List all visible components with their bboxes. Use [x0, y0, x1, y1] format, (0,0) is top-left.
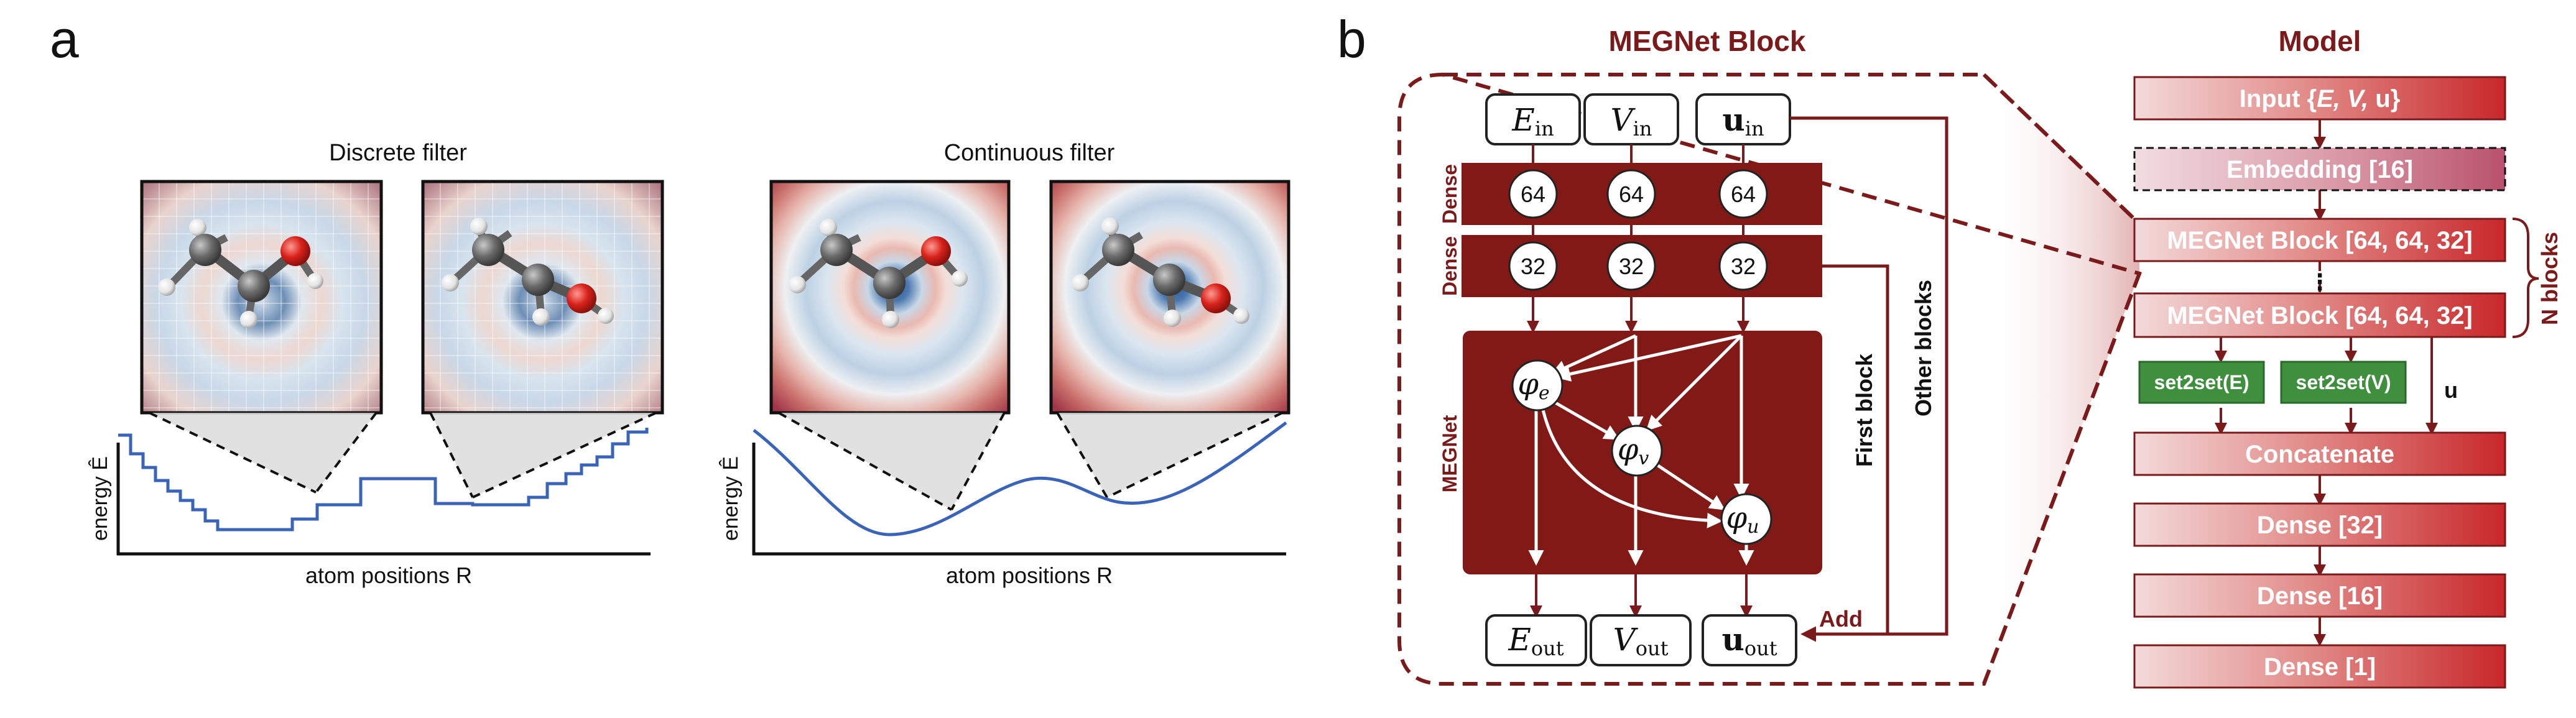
phi-e-node: φe	[1511, 359, 1564, 412]
output-V: Vout	[1613, 622, 1669, 660]
n-blocks-label: N blocks	[2537, 232, 2562, 325]
input-E: Ein	[1511, 102, 1554, 140]
model-input-layer: Input {E, V, u}	[2133, 76, 2506, 121]
dense-32-unit: 32	[1606, 241, 1656, 291]
svg-text:φu: φu	[1726, 500, 1759, 538]
svg-text:MEGNet Block [64, 64, 32]: MEGNet Block [64, 64, 32]	[2167, 302, 2472, 329]
panel-a-letter: a	[50, 10, 79, 68]
continuous-x-label: atom positions R	[946, 563, 1113, 588]
phi-u-node: φu	[1720, 493, 1772, 545]
svg-text:32: 32	[1619, 254, 1644, 279]
svg-text:Input {E, V, u}: Input {E, V, u}	[2240, 85, 2401, 113]
svg-text:64: 64	[1731, 182, 1756, 207]
svg-text:φe: φe	[1517, 367, 1549, 404]
megnet-block-title: MEGNet Block	[1609, 25, 1806, 57]
dense-64-unit: 64	[1718, 169, 1768, 219]
input-u: uin	[1722, 101, 1764, 140]
continuous-filter-title: Continuous filter	[944, 140, 1115, 166]
svg-text:Dense [16]: Dense [16]	[2257, 582, 2383, 610]
model-concatenate-layer: Concatenate	[2133, 431, 2506, 476]
model-embedding-layer: Embedding [16]	[2133, 147, 2506, 191]
model-megnet-block-2: MEGNet Block [64, 64, 32]	[2133, 292, 2506, 338]
discrete-energy-curve	[118, 428, 649, 532]
continuous-filter-image-2	[1049, 180, 1290, 415]
output-u: uout	[1721, 621, 1777, 660]
svg-text:φv: φv	[1618, 432, 1649, 469]
continuous-energy-curve	[753, 421, 1287, 536]
input-V: Vin	[1611, 102, 1652, 140]
svg-text:Dense [32]: Dense [32]	[2257, 512, 2383, 539]
megnet-side-label: MEGNet	[1439, 415, 1461, 492]
input-nodes: Ein Vin uin	[1485, 93, 1791, 145]
other-blocks-label: Other blocks	[1911, 280, 1936, 417]
svg-text:Concatenate: Concatenate	[2245, 441, 2394, 468]
megnet-block-outline	[1397, 72, 2142, 686]
discrete-x-label: atom positions R	[305, 563, 472, 588]
skip-connections	[1790, 116, 1948, 642]
dense-64-unit: 64	[1508, 169, 1558, 219]
ethanol-molecule-icon	[1072, 218, 1249, 327]
n-blocks-brace	[2512, 218, 2539, 338]
set2set-E-box: set2set(E)	[2138, 361, 2265, 404]
ethanol-molecule-icon	[442, 218, 614, 326]
continuous-y-label: energy Ê	[719, 456, 743, 541]
svg-text:set2set(V): set2set(V)	[2296, 371, 2391, 394]
svg-text:64: 64	[1619, 182, 1644, 207]
add-label: Add	[1819, 606, 1863, 632]
discrete-filter-image-1	[140, 180, 383, 415]
dense-32-unit: 32	[1508, 241, 1558, 291]
dense-64-unit: 64	[1606, 169, 1656, 219]
discrete-zoom-cones	[149, 412, 657, 499]
svg-text:set2set(E): set2set(E)	[2154, 371, 2249, 394]
continuous-zoom-cones	[778, 412, 1283, 511]
output-E: Eout	[1508, 622, 1564, 660]
megnet-core: MEGNet φe φv φu	[1439, 331, 1822, 574]
panel-b-letter: b	[1337, 10, 1366, 68]
svg-text:MEGNet Block [64, 64, 32]: MEGNet Block [64, 64, 32]	[2167, 227, 2472, 254]
svg-text:32: 32	[1731, 254, 1756, 279]
dense-side-label-2: Dense	[1439, 236, 1461, 296]
output-nodes: Eout Vout uout	[1485, 614, 1797, 666]
discrete-energy-plot: energy Ê atom positions R	[88, 428, 651, 588]
svg-text:32: 32	[1521, 254, 1545, 279]
ethanol-molecule-icon	[789, 219, 968, 328]
discrete-filter-image-2	[421, 180, 664, 415]
first-block-label: First block	[1851, 353, 1877, 467]
model-u-label: u	[2444, 377, 2458, 403]
discrete-y-label: energy Ê	[88, 456, 112, 541]
continuous-filter-image-1	[769, 180, 1011, 415]
model-ellipsis: ⋮	[2309, 269, 2331, 295]
model-megnet-block-1: MEGNet Block [64, 64, 32]	[2133, 218, 2506, 262]
model-dense-32-layer: Dense [32]	[2133, 502, 2506, 547]
svg-text:64: 64	[1521, 182, 1545, 207]
model-dense-1-layer: Dense [1]	[2133, 644, 2506, 689]
model-dense-16-layer: Dense [16]	[2133, 573, 2506, 618]
dense-32-unit: 32	[1718, 241, 1768, 291]
ethanol-molecule-icon	[158, 219, 323, 328]
dense-layer-32: 32 32 32	[1462, 235, 1822, 297]
svg-text:Embedding [16]: Embedding [16]	[2226, 156, 2413, 183]
model-title: Model	[2279, 25, 2361, 57]
zoom-funnel	[1984, 75, 2139, 684]
dense-side-label-1: Dense	[1439, 164, 1461, 224]
continuous-energy-plot: energy Ê atom positions R	[719, 421, 1287, 588]
set2set-V-box: set2set(V)	[2280, 361, 2407, 404]
phi-v-node: φv	[1611, 425, 1663, 477]
discrete-filter-title: Discrete filter	[329, 140, 467, 166]
dense-layer-64: 64 64 64	[1462, 163, 1822, 225]
svg-text:Dense [1]: Dense [1]	[2264, 653, 2376, 681]
